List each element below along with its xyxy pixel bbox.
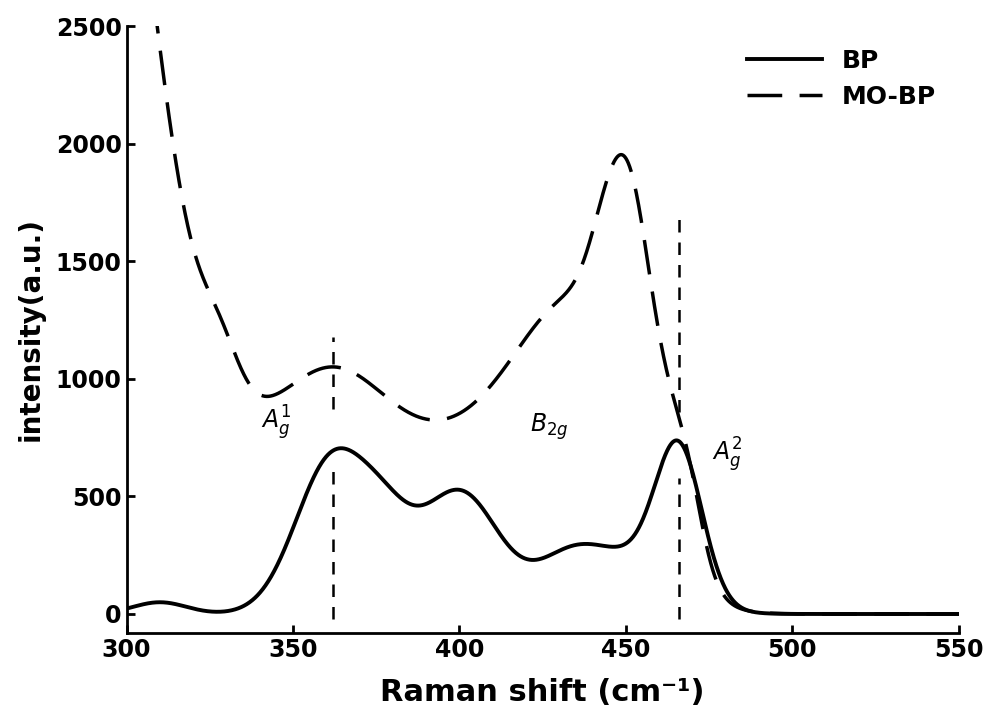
BP xyxy=(439,489,451,497)
BP xyxy=(849,610,861,618)
Text: $B_{2g}$: $B_{2g}$ xyxy=(530,412,568,442)
BP xyxy=(956,610,968,618)
BP xyxy=(940,610,952,618)
MO-BP xyxy=(213,309,225,318)
X-axis label: Raman shift (cm⁻¹): Raman shift (cm⁻¹) xyxy=(380,678,705,707)
BP xyxy=(213,607,225,616)
MO-BP xyxy=(439,415,451,424)
MO-BP xyxy=(263,392,275,400)
Line: MO-BP: MO-BP xyxy=(123,0,962,614)
Text: $A_g^1$: $A_g^1$ xyxy=(261,404,291,442)
Y-axis label: intensity(a.u.): intensity(a.u.) xyxy=(17,217,45,442)
Text: $A_g^2$: $A_g^2$ xyxy=(712,435,742,474)
MO-BP xyxy=(939,610,951,618)
MO-BP xyxy=(956,610,968,618)
Legend: BP, MO-BP: BP, MO-BP xyxy=(737,38,946,119)
Line: BP: BP xyxy=(123,440,962,614)
MO-BP xyxy=(849,610,861,618)
BP xyxy=(475,502,487,511)
MO-BP xyxy=(475,392,487,400)
BP xyxy=(263,576,275,585)
BP xyxy=(117,605,129,614)
BP xyxy=(670,436,682,445)
